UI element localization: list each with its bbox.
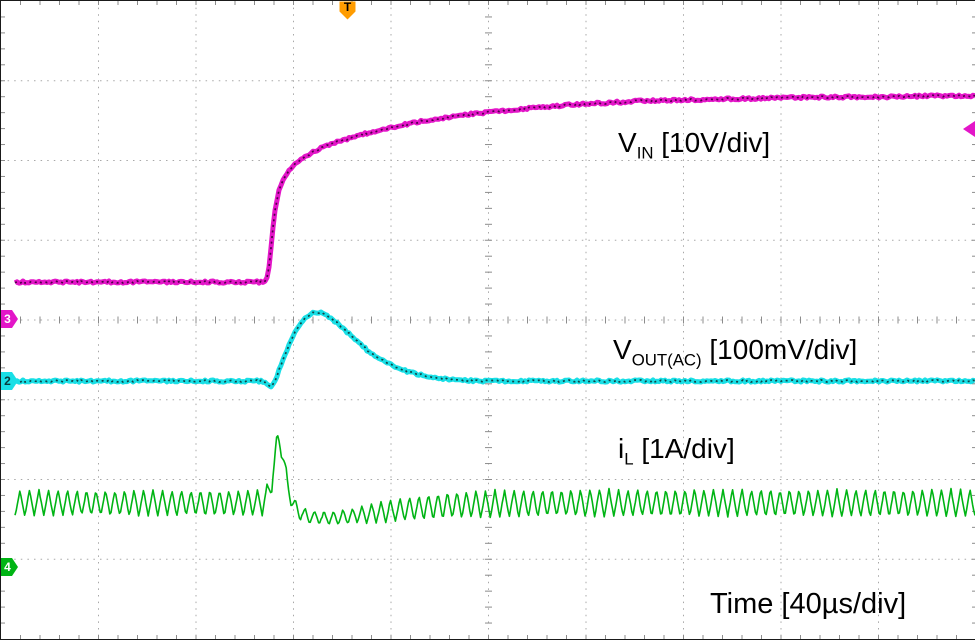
vin-trace-label: VIN [10V/div] [618,127,771,163]
time-scale-label: Time [40µs/div] [710,588,907,620]
channel-2-number: 2 [4,374,11,388]
vout-symbol: V [613,334,632,365]
il-subscript: L [624,449,634,469]
channel-2-ground-marker: 2 [1,372,19,395]
vin-scale-text: [10V/div] [653,127,771,158]
trigger-position-marker: T [339,1,357,26]
trace-vout [13,309,975,390]
left-arrow-icon [963,121,975,137]
channel-3-ground-marker: 3 [1,310,19,333]
channel-4-marker-icon: 4 [1,558,18,576]
channel-3-marker-icon: 3 [1,310,18,328]
il-trace-label: iL [1A/div] [618,433,735,469]
vout-scale-text: [100mV/div] [701,334,858,365]
il-symbol: i [618,433,625,464]
trigger-label: T [343,1,351,14]
vout-subscript: OUT(AC) [631,350,702,370]
channel-4-ground-marker: 4 [1,558,19,581]
trigger-flag-icon: T [339,1,355,20]
trace-vin-noise [14,94,975,284]
vout-trace-label: VOUT(AC) [100mV/div] [613,334,858,370]
channel-2-marker-icon: 2 [1,372,18,390]
vin-subscript: IN [636,143,654,163]
channel-3-number: 3 [4,312,11,326]
vin-level-arrow [963,121,975,142]
channel-4-number: 4 [4,560,11,574]
trace-vin [13,92,975,286]
vin-symbol: V [618,127,637,158]
trace-il [14,434,975,525]
il-scale-text: [1A/div] [633,433,735,464]
